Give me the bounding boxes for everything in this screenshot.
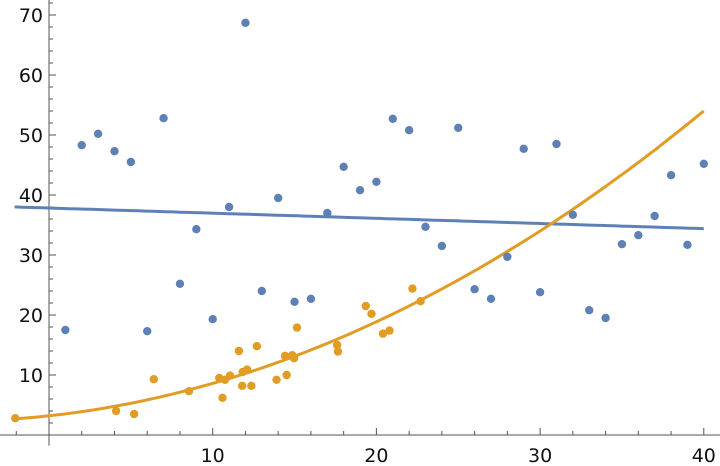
x-tick-label: 20 — [364, 445, 388, 466]
series-1-point — [192, 225, 201, 234]
series-1-point — [143, 327, 152, 336]
series-2-point — [280, 351, 290, 360]
series-1-point — [273, 193, 283, 203]
series-2-point — [385, 326, 394, 335]
series-2-point — [292, 323, 302, 332]
series-1-point — [306, 294, 316, 303]
series-2-point — [361, 301, 370, 311]
series-1-point — [224, 202, 234, 212]
fit-lines — [14, 109, 705, 421]
series-1-point — [552, 139, 561, 149]
y-tick-label: 50 — [19, 125, 43, 147]
series-1-point — [93, 129, 103, 138]
series-1-point — [77, 141, 86, 150]
series-2-point — [237, 381, 247, 390]
series-2-point — [289, 354, 299, 363]
series-1-point — [519, 144, 528, 153]
series-1-point — [535, 288, 545, 297]
series-1-point — [601, 313, 610, 323]
series-1-point — [110, 147, 119, 156]
series-1-point — [175, 279, 185, 288]
series-1-point — [486, 294, 496, 303]
series-2-point — [11, 414, 20, 423]
series-1-point — [126, 157, 136, 167]
series-1-point — [159, 114, 168, 123]
series-2-point — [149, 375, 158, 384]
y-tick-label: 40 — [19, 185, 43, 207]
y-tick-label: 70 — [19, 5, 43, 27]
series-1-point — [503, 252, 512, 261]
y-tick-label: 10 — [19, 365, 43, 387]
series-1-point — [339, 162, 348, 171]
series-2-point — [333, 347, 343, 356]
series-1-point — [241, 18, 250, 27]
series-1-point — [650, 211, 659, 221]
series-2-point — [225, 371, 235, 380]
series-1-point — [699, 159, 708, 168]
y-tick-label: 60 — [19, 65, 43, 87]
series-1-point — [257, 286, 267, 296]
data-points — [11, 18, 708, 423]
series-2-point — [234, 346, 244, 356]
series-1-point — [470, 285, 479, 294]
series-1-point — [290, 297, 299, 306]
series-2-point — [252, 342, 262, 351]
series-1-point — [437, 241, 447, 251]
series-2-point — [247, 381, 256, 390]
series-2-point — [242, 365, 252, 374]
x-tick-label: 10 — [201, 445, 225, 466]
series-2-point — [218, 393, 227, 402]
y-tick-label: 30 — [19, 245, 43, 267]
series-1-point — [404, 126, 414, 135]
series-1-point — [355, 186, 365, 195]
series-2-point — [332, 340, 342, 350]
series-2-point — [111, 406, 121, 416]
series-1-point — [421, 222, 430, 231]
series-2-point — [408, 284, 417, 293]
series-1-point — [683, 240, 692, 249]
series-1-point — [454, 123, 463, 132]
series-1-point — [634, 231, 643, 240]
series-2-point — [367, 309, 376, 318]
series-1-point — [61, 325, 70, 335]
series-1-point — [372, 177, 381, 186]
x-tick-label: 30 — [528, 445, 552, 466]
series-2-point — [378, 329, 388, 338]
series-1-fit-line — [14, 205, 704, 231]
series-2-point — [129, 409, 139, 419]
series-1-point — [208, 315, 217, 324]
series-1-point — [585, 306, 594, 315]
series-2-point — [272, 375, 281, 384]
series-2-point — [416, 297, 425, 306]
series-1-point — [323, 208, 332, 218]
series-1-point — [617, 240, 627, 249]
x-tick-label: 40 — [692, 445, 716, 466]
series-2-point — [184, 387, 194, 396]
y-tick-label: 20 — [19, 305, 43, 327]
series-1-point — [568, 210, 578, 219]
series-2-point — [282, 370, 291, 380]
series-1-point — [388, 114, 397, 124]
series-1-point — [666, 171, 676, 180]
series-2-fit-line — [14, 109, 705, 421]
